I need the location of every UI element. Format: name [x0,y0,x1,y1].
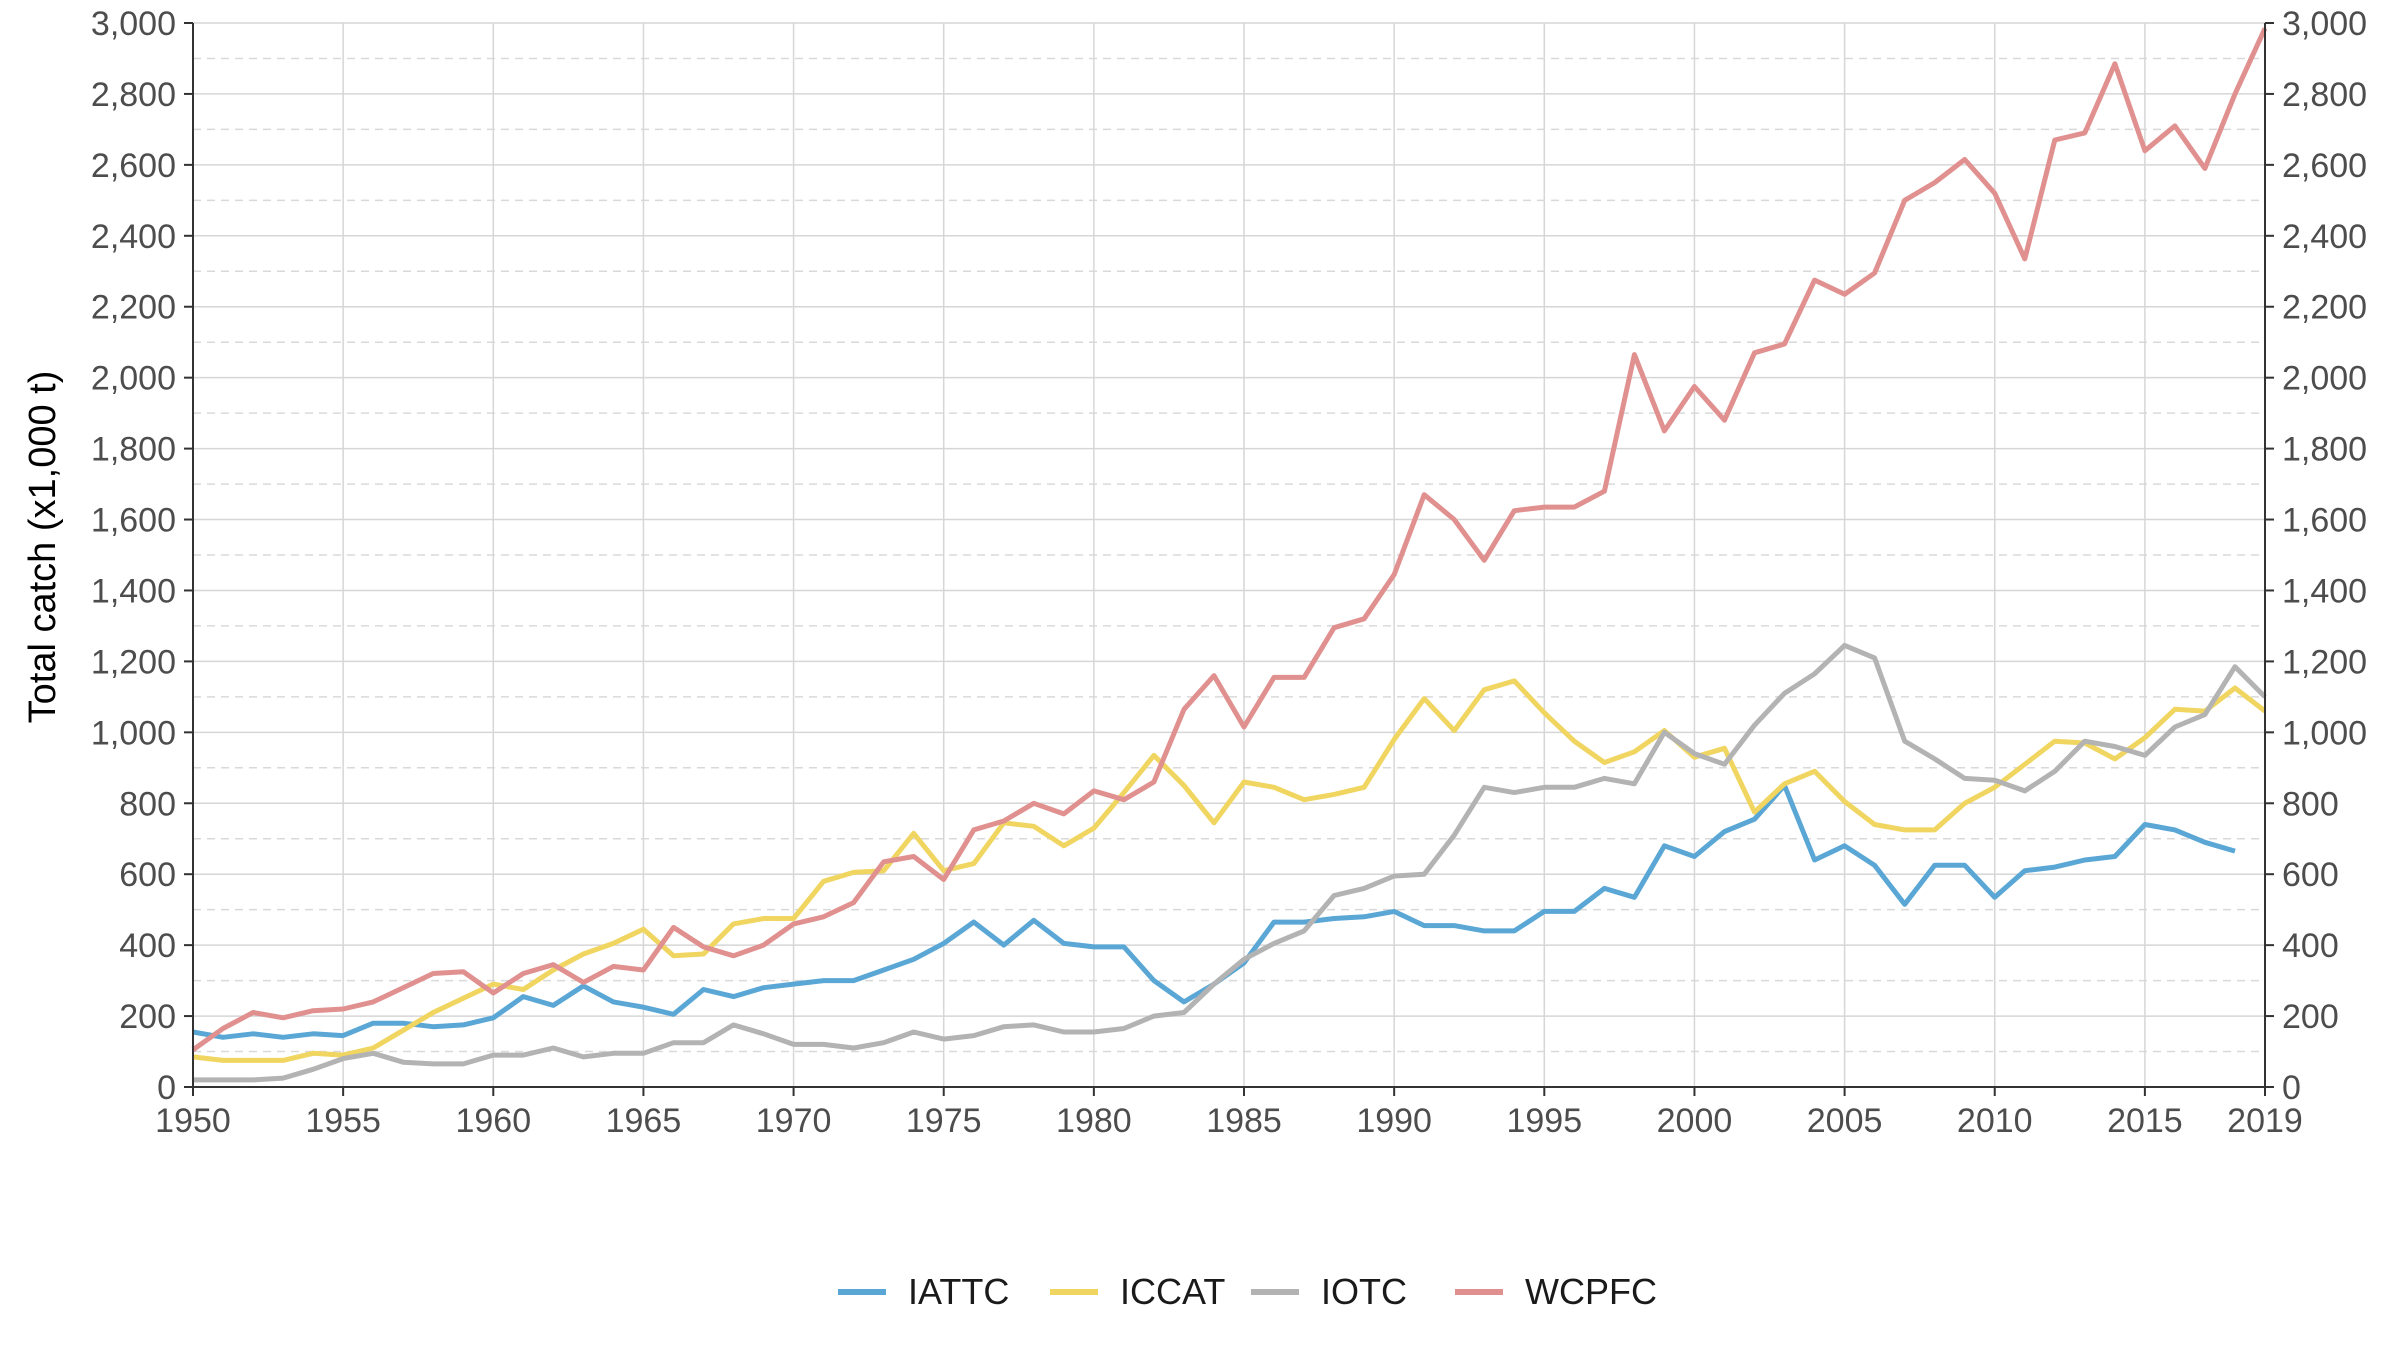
x-tick-label: 1970 [756,1102,832,1140]
left-y-tick-label: 1,200 [91,643,176,681]
x-tick-label: 1975 [906,1102,982,1140]
x-tick-label: 1965 [606,1102,682,1140]
legend-label-iccat: ICCAT [1120,1271,1225,1312]
right-y-tick-label: 200 [2282,998,2339,1036]
x-tick-label: 1955 [305,1102,381,1140]
right-y-tick-label: 600 [2282,856,2339,894]
left-y-tick-label: 1,000 [91,714,176,752]
x-tick-label: 2010 [1957,1102,2033,1140]
left-y-tick-label: 2,600 [91,147,176,185]
right-y-tick-label: 1,800 [2282,431,2367,469]
series-line-wcpfc [191,27,2268,1052]
left-y-tick-label: 2,400 [91,218,176,256]
right-y-tick-label: 1,000 [2282,714,2367,752]
right-y-tick-label: 2,600 [2282,147,2367,185]
x-tick-label: 2019 [2227,1102,2303,1140]
left-y-tick-label: 1,600 [91,502,176,540]
legend-label-wcpfc: WCPFC [1525,1271,1657,1312]
right-y-tick-label: 2,000 [2282,360,2367,398]
x-tick-label: 2015 [2107,1102,2183,1140]
left-y-tick-label: 0 [157,1069,176,1107]
axes: 0 0 200 200 400 400 600 600 800 800 1,000 1,000 1,20… [91,5,2367,1140]
right-y-tick-label: 800 [2282,785,2339,823]
left-y-tick-label: 2,200 [91,289,176,327]
legend-label-iotc: IOTC [1321,1271,1407,1312]
series-lines [191,27,2268,1083]
x-tick-label: 1995 [1506,1102,1582,1140]
legend-label-iattc: IATTC [908,1271,1009,1312]
left-y-tick-label: 2,000 [91,360,176,398]
left-y-tick-label: 800 [119,785,176,823]
legend: IATTC ICCAT IOTC WCPFC [838,1271,1657,1312]
left-y-tick-label: 1,400 [91,572,176,610]
x-tick-label: 2000 [1657,1102,1733,1140]
left-y-tick-label: 1,800 [91,431,176,469]
y-axis-title: Total catch (x1,000 t) [22,371,64,724]
series-line-iotc [193,642,2267,1083]
right-y-tick-label: 0 [2282,1069,2301,1107]
right-y-tick-label: 1,400 [2282,572,2367,610]
right-y-tick-label: 1,200 [2282,643,2367,681]
x-tick-label: 1960 [455,1102,531,1140]
grid-lines [192,22,2266,1088]
right-y-tick-label: 1,600 [2282,502,2367,540]
right-y-tick-label: 2,800 [2282,76,2367,114]
left-y-tick-label: 3,000 [91,5,176,43]
x-tick-label: 1990 [1356,1102,1432,1140]
left-y-tick-label: 2,800 [91,76,176,114]
x-tick-label: 1980 [1056,1102,1132,1140]
left-y-tick-label: 400 [119,927,176,965]
x-tick-label: 1950 [155,1102,231,1140]
right-y-tick-label: 2,400 [2282,218,2367,256]
right-y-tick-label: 400 [2282,927,2339,965]
left-y-tick-label: 600 [119,856,176,894]
series-line-iccat [192,678,2267,1063]
x-tick-label: 1985 [1206,1102,1282,1140]
x-tick-label: 2005 [1807,1102,1883,1140]
right-y-tick-label: 2,200 [2282,289,2367,327]
right-y-tick-label: 3,000 [2282,5,2367,43]
left-y-tick-label: 200 [119,998,176,1036]
